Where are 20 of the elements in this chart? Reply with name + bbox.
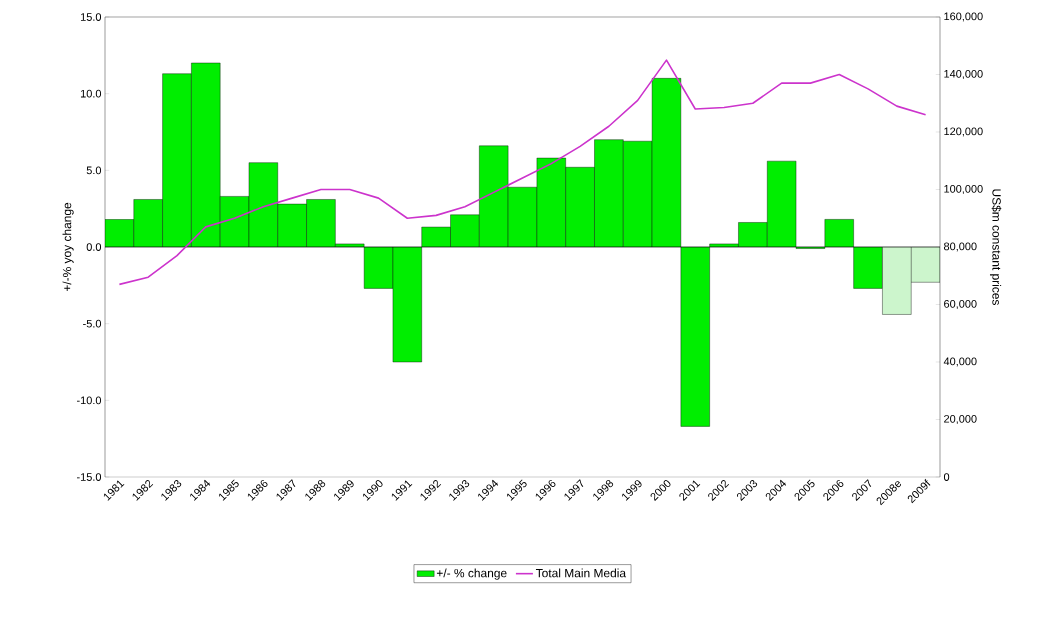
y-tick-label: 10.0 [80, 89, 102, 98]
y2-tick-label: 120,000 [944, 127, 983, 137]
y-axis-title: +/-% yoy change [62, 202, 74, 292]
y2-tick-label: 140,000 [944, 69, 983, 80]
y-tick-label: 0.0 [86, 243, 102, 251]
y2-tick-label: 80,000 [944, 242, 977, 252]
y2-tick-label: 100,000 [944, 184, 983, 195]
y2-tick-label: 0 [943, 473, 950, 481]
y2-tick-label: 160,000 [944, 12, 983, 22]
y2-tick-label: 40,000 [943, 357, 977, 367]
y2-tick-label: 60,000 [944, 299, 977, 310]
y-tick-label: -5.0 [83, 319, 102, 328]
y2-axis-title: US$m constant prices [989, 189, 1002, 306]
y-tick-label: -15.0 [76, 473, 102, 481]
y2-tick-label: 20,000 [944, 414, 977, 425]
y-tick-label: 15.0 [80, 13, 102, 21]
y-tick-label: 5.0 [86, 166, 102, 175]
legend-label: Total Main Media [535, 568, 627, 578]
y-tick-label: -10.0 [76, 396, 102, 405]
legend-label: +/- % change [436, 568, 507, 580]
